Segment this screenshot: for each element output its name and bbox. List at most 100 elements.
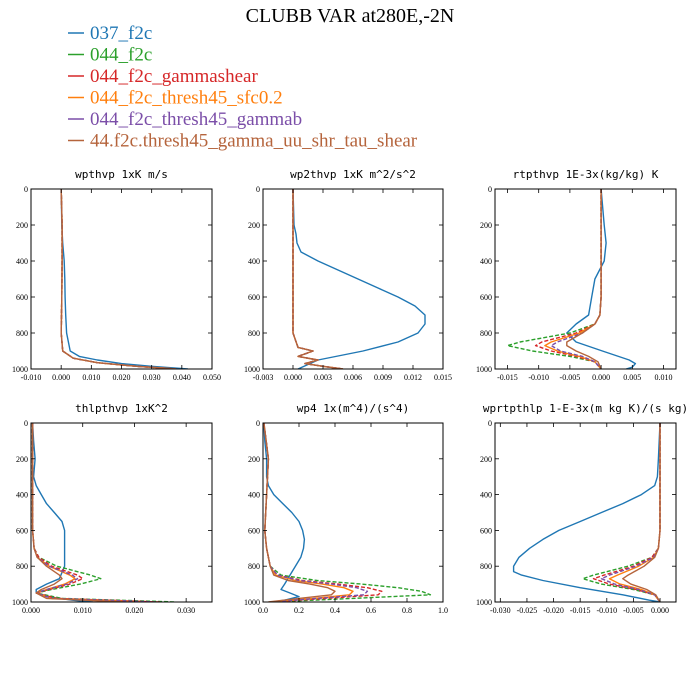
legend-item: 044_f2c_gammashear [68,66,258,87]
y-tick-label: 600 [16,293,28,302]
series-group [506,189,637,369]
series-line-037_f2c [60,189,188,369]
x-tick-label: 0.012 [404,373,422,382]
x-tick-label: -0.005 [623,606,644,615]
x-tick-label: 0.010 [655,373,673,382]
x-tick-label: 0.6 [366,606,376,615]
y-tick-label: 600 [16,526,28,535]
series-group [263,423,432,602]
panel: wpthvp 1xK m/s -0.010 0.000 0.010 0.020 0.030… [12,168,221,382]
y-tick-label: 0 [24,419,28,428]
panel-title: wp4 1x(m^4)/(s^4) [297,402,410,415]
x-tick-label: 0.2 [294,606,304,615]
y-tick-label: 1000 [476,365,492,374]
series-line-44.f2c.thresh45_gamma_uu_shr_tau_shear [31,423,125,602]
x-tick-label: 0.000 [22,606,40,615]
x-tick-label: 0.020 [113,373,131,382]
y-tick-label: 800 [248,329,260,338]
x-tick-label: 0.8 [402,606,412,615]
series-line-44.f2c.thresh45_gamma_uu_shr_tau_shear [292,189,344,369]
x-tick-label: 0.003 [314,373,332,382]
y-tick-label: 400 [16,257,28,266]
y-tick-label: 800 [480,329,492,338]
y-tick-label: 1000 [12,365,28,374]
x-tick-label: -0.010 [21,373,42,382]
panel-frame [262,422,444,603]
series-group [60,189,188,369]
x-tick-label: 0.009 [374,373,392,382]
panel-title: wprtpthlp 1-E-3x(m kg K)/(s kg) [483,402,688,415]
legend-item: 44.f2c.thresh45_gamma_uu_shr_tau_shear [68,131,418,152]
series-group [292,189,426,369]
x-tick-label: 0.030 [177,606,195,615]
x-tick-label: -0.015 [570,606,591,615]
panel-title: thlpthvp 1xK^2 [75,402,168,415]
x-tick-label: 1.0 [438,606,448,615]
y-tick-label: 800 [480,562,492,571]
x-tick-label: 0.020 [125,606,143,615]
y-tick-label: 0 [256,185,260,194]
x-tick-label: 0.010 [82,373,100,382]
legend-item: 037_f2c [68,23,152,44]
x-tick-label: 0.005 [623,373,641,382]
legend: 037_f2c044_f2c044_f2c_gammashear044_f2c_… [68,23,418,152]
x-tick-label: 0.4 [330,606,340,615]
y-tick-label: 800 [16,562,28,571]
figure-title: CLUBB VAR at280E,-2N [246,5,455,27]
series-line-44.f2c.thresh45_gamma_uu_shr_tau_shear [566,189,602,369]
y-tick-label: 200 [248,455,260,464]
y-tick-label: 400 [16,491,28,500]
y-tick-label: 0 [24,185,28,194]
y-tick-label: 600 [480,526,492,535]
series-group [31,423,176,602]
x-tick-label: -0.005 [560,373,581,382]
y-tick-label: 600 [248,293,260,302]
series-line-044_f2c_thresh45_gammab [600,423,661,602]
y-tick-label: 1000 [476,598,492,607]
y-tick-label: 400 [248,257,260,266]
y-tick-label: 1000 [244,365,260,374]
y-tick-label: 1000 [244,598,260,607]
x-tick-label: 0.006 [344,373,362,382]
legend-label: 044_f2c [90,45,152,66]
legend-label: 044_f2c_gammashear [90,66,258,87]
panel-frame [494,188,677,370]
series-line-44.f2c.thresh45_gamma_uu_shr_tau_shear [60,189,176,369]
y-tick-label: 200 [16,455,28,464]
y-tick-label: 800 [248,562,260,571]
y-tick-label: 0 [488,185,492,194]
series-line-44.f2c.thresh45_gamma_uu_shr_tau_shear [622,423,661,602]
x-tick-label: -0.020 [543,606,564,615]
x-tick-label: 0.000 [651,606,669,615]
y-tick-label: 400 [480,491,492,500]
legend-item: 044_f2c_thresh45_sfc0.2 [68,88,283,109]
y-tick-label: 0 [488,419,492,428]
x-tick-label: 0.010 [74,606,92,615]
y-tick-label: 200 [248,221,260,230]
y-tick-label: 600 [248,526,260,535]
panel: wp2thvp 1xK m^2/s^2 -0.003 0.000 0.003 0.006… [244,168,452,382]
panel-title: rtpthvp 1E-3x(kg/kg) K [513,168,659,181]
legend-label: 037_f2c [90,23,152,44]
x-tick-label: -0.010 [528,373,549,382]
x-tick-label: 0.0 [258,606,268,615]
x-tick-label: 0.030 [143,373,161,382]
panel-title: wpthvp 1xK m/s [75,168,168,181]
legend-label: 044_f2c_thresh45_gammab [90,109,302,130]
x-tick-label: 0.015 [434,373,452,382]
x-tick-label: -0.015 [497,373,518,382]
panel: thlpthvp 1xK^2 0.000 0.010 0.020 0.030 0 200 40… [12,402,213,615]
series-line-044_f2c [263,423,432,602]
panel: wprtpthlp 1-E-3x(m kg K)/(s kg) -0.030 -0.… [476,402,688,615]
panel-title: wp2thvp 1xK m^2/s^2 [290,168,416,181]
legend-label: 44.f2c.thresh45_gamma_uu_shr_tau_shear [90,131,418,152]
series-line-037_f2c [566,189,637,369]
panels: wpthvp 1xK m/s-0.010 0.000 0.010 0.020 0.030… [12,168,688,615]
legend-item: 044_f2c_thresh45_gammab [68,109,302,130]
y-tick-label: 200 [480,455,492,464]
y-tick-label: 600 [480,293,492,302]
x-tick-label: 0.050 [203,373,221,382]
x-tick-label: 0.040 [173,373,191,382]
